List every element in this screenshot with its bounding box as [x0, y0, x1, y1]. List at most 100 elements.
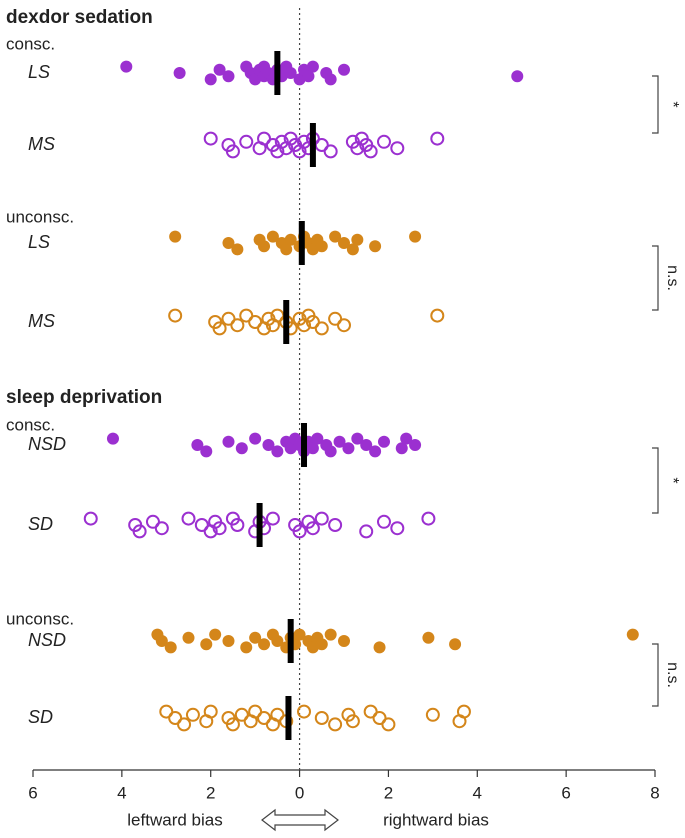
data-point [249, 432, 262, 445]
data-point [292, 524, 307, 539]
median-bar [283, 300, 290, 344]
data-point [302, 70, 315, 83]
data-point [181, 511, 196, 526]
data-point [266, 230, 279, 243]
data-point [338, 635, 350, 647]
data-point [106, 432, 119, 445]
row-label: SD [28, 514, 53, 534]
data-point [377, 435, 390, 448]
median-bar [256, 503, 263, 547]
data-point [346, 243, 359, 256]
data-point [177, 717, 192, 732]
data-point [257, 711, 272, 725]
data-point [222, 435, 235, 448]
group-label: consc. [6, 34, 55, 53]
data-point [213, 63, 226, 76]
data-point [271, 635, 284, 647]
significance-bracket [652, 245, 659, 311]
data-point [169, 230, 182, 243]
data-point [314, 511, 329, 526]
data-point [342, 442, 355, 455]
data-point [164, 641, 177, 654]
data-point [338, 237, 350, 249]
x-tick-label: 4 [117, 783, 126, 802]
data-point [311, 432, 324, 445]
significance-label: * [664, 477, 681, 483]
significance-bracket [652, 447, 659, 514]
data-point [511, 70, 524, 83]
data-point [222, 635, 235, 647]
data-point [284, 67, 297, 79]
data-point [248, 315, 263, 329]
data-point [249, 631, 262, 644]
data-point [271, 445, 284, 458]
data-point [328, 311, 343, 326]
data-point [337, 318, 351, 333]
data-point [83, 511, 98, 526]
group-label: unconsc. [6, 207, 74, 226]
data-point [155, 635, 168, 647]
data-point [324, 73, 337, 86]
x-right-label: rightward bias [383, 810, 489, 829]
significance-bracket [652, 75, 659, 134]
data-point [234, 707, 249, 722]
data-point [185, 707, 200, 722]
data-point [363, 144, 378, 159]
median-bar [274, 51, 281, 95]
median-bar [285, 696, 292, 740]
data-point [132, 524, 147, 539]
data-point [225, 144, 240, 159]
data-point [284, 233, 297, 246]
data-point [270, 707, 285, 722]
data-point [306, 442, 319, 455]
data-point [168, 711, 183, 725]
group-label: consc. [6, 415, 55, 434]
data-point [305, 315, 320, 329]
data-point [409, 230, 422, 243]
data-point [360, 439, 373, 451]
data-point [297, 704, 312, 719]
data-point [204, 73, 217, 86]
row-label: MS [28, 311, 55, 331]
data-point [182, 631, 195, 644]
data-point [345, 714, 360, 729]
data-point [230, 518, 245, 532]
data-point [376, 514, 391, 529]
data-point [159, 704, 174, 719]
data-point [425, 707, 440, 722]
median-bar [287, 619, 294, 663]
data-point [421, 511, 436, 526]
data-point [203, 131, 218, 146]
median-bar [309, 123, 316, 167]
data-point [248, 704, 263, 719]
data-point [351, 432, 364, 445]
median-bar [298, 221, 305, 265]
data-point [315, 240, 328, 253]
data-point [369, 240, 382, 253]
data-point [240, 641, 253, 654]
data-point [262, 439, 275, 451]
significance-bracket [652, 643, 659, 707]
data-point [430, 131, 445, 146]
data-point [191, 439, 204, 451]
data-point [400, 432, 413, 445]
significance-label: * [664, 101, 681, 107]
data-point [212, 521, 227, 536]
data-point [222, 237, 235, 249]
row-label: NSD [28, 434, 66, 454]
section-title: sleep deprivation [6, 387, 162, 408]
data-point [430, 308, 445, 323]
data-point [306, 60, 319, 73]
data-point [390, 521, 405, 536]
data-point [381, 717, 396, 732]
data-point [258, 638, 271, 651]
data-point [231, 243, 244, 256]
data-point [212, 321, 227, 336]
data-point [373, 641, 386, 654]
data-point [239, 308, 254, 323]
data-point [376, 134, 391, 149]
x-tick-label: 8 [650, 783, 659, 802]
data-point [203, 704, 218, 719]
data-point [395, 442, 408, 455]
